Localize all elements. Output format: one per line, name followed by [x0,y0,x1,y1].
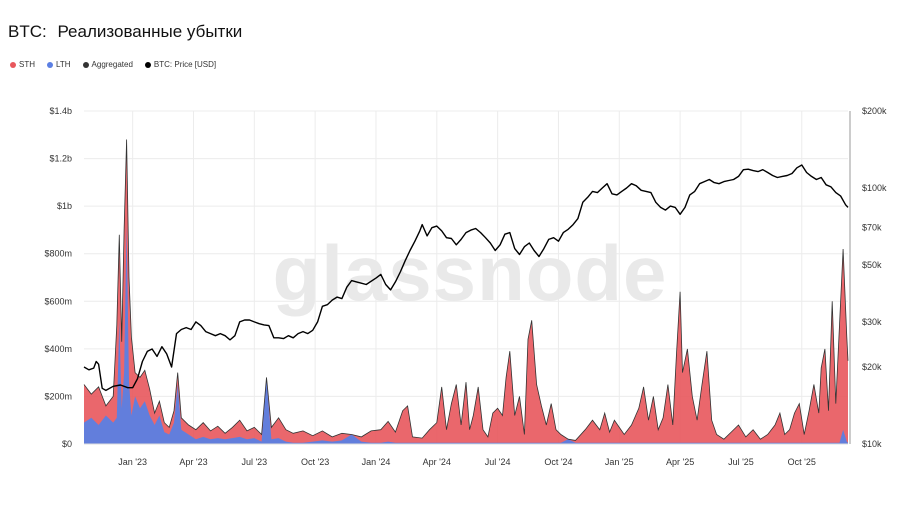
x-tick-label: Oct '23 [301,457,329,467]
x-tick-label: Oct '24 [544,457,572,467]
y-right-tick-label: $20k [862,362,882,372]
x-tick-label: Apr '23 [179,457,207,467]
legend-item-lth[interactable]: LTH [47,60,71,69]
price-series [83,164,849,392]
watermark: glassnode [273,229,668,317]
legend: STH LTH Aggregated BTC: Price [USD] [10,60,216,69]
x-tick-label: Jul '23 [241,457,267,467]
y-left-tick-label: $0 [62,439,72,449]
y-left-tick-label: $600m [44,296,72,306]
legend-label-sth: STH [19,60,35,69]
legend-swatch-price [144,61,151,68]
y-right-tick-label: $70k [862,223,882,233]
area-series [83,139,849,444]
legend-swatch-aggregated [82,61,89,68]
x-tick-label: Apr '24 [423,457,451,467]
btc-price-line [83,164,849,392]
x-tick-label: Jan '23 [118,457,147,467]
x-tick-label: Oct '25 [788,457,816,467]
legend-swatch-lth [47,61,53,68]
y-right-tick-label: $200k [862,106,887,116]
gridlines [84,110,848,445]
legend-label-lth: LTH [56,60,71,69]
chart-title: BTC: Реализованные убытки [8,22,242,42]
y-left-tick-label: $400m [44,344,72,354]
x-tick-label: Jul '25 [728,457,754,467]
title-ticker: BTC: [8,22,47,41]
x-tick-label: Jan '24 [362,457,391,467]
legend-item-sth[interactable]: STH [10,60,35,69]
x-tick-label: Apr '25 [666,457,694,467]
y-left-tick-label: $1.2b [49,154,72,164]
y-right-tick-label: $10k [862,439,882,449]
lth-area [84,225,848,444]
legend-item-price[interactable]: BTC: Price [USD] [144,60,217,69]
y-left-tick-label: $1b [57,201,72,211]
y-right-tick-label: $50k [862,260,882,270]
legend-item-aggregated[interactable]: Aggregated [82,60,133,69]
axes: $0 $200m $400m $600m $800m $1b $1.2b $1.4b $10k $… [44,106,887,467]
title-text: Реализованные убытки [57,22,243,41]
aggregated-line [83,139,849,441]
legend-swatch-sth [10,61,16,68]
legend-label-aggregated: Aggregated [91,60,133,69]
y-left-tick-label: $200m [44,391,72,401]
x-tick-label: Jan '25 [605,457,634,467]
y-left-tick-label: $800m [44,249,72,259]
x-tick-label: Jul '24 [485,457,511,467]
y-right-tick-label: $30k [862,317,882,327]
legend-label-price: BTC: Price [USD] [153,60,217,69]
y-right-tick-label: $100k [862,183,887,193]
y-left-tick-label: $1.4b [49,106,72,116]
